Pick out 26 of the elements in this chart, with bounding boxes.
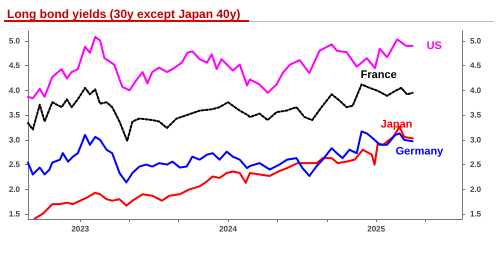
x-tick-label: 2023 bbox=[71, 224, 90, 234]
y2-tick-label: 2.5 bbox=[470, 160, 482, 170]
series-label: France bbox=[360, 68, 397, 81]
y2-tick-label: 2.0 bbox=[470, 184, 482, 194]
y2-tick-label: 3.5 bbox=[470, 110, 482, 120]
y-tick-label: 1.5 bbox=[8, 210, 21, 219]
series-label: US bbox=[426, 40, 442, 52]
y2-tick-label: 1.5 bbox=[470, 210, 482, 219]
y-tick-label: 4.5 bbox=[8, 61, 21, 70]
line-series bbox=[27, 83, 414, 142]
y2-tick-label: 5.0 bbox=[470, 36, 482, 46]
x-tick-label: 2024 bbox=[219, 224, 238, 234]
y-tick-label: 4.0 bbox=[8, 86, 21, 95]
line-series bbox=[27, 36, 414, 100]
chart-title: Long bond yields (30y except Japan 40y) bbox=[7, 7, 240, 21]
y2-tick-label: 4.0 bbox=[470, 86, 482, 95]
x-tick-label: 2025 bbox=[367, 224, 386, 234]
y-tick-label: 3.5 bbox=[8, 110, 21, 120]
series-label: Germany bbox=[396, 145, 444, 158]
y2-tick-label: 3.0 bbox=[470, 135, 482, 144]
y2-tick-label: 4.5 bbox=[470, 61, 482, 70]
y-tick-label: 2.0 bbox=[8, 184, 21, 194]
y-tick-label: 5.0 bbox=[8, 36, 21, 46]
series-label: Japan bbox=[380, 118, 413, 130]
y-tick-label: 2.5 bbox=[8, 160, 21, 170]
y-tick-label: 3.0 bbox=[8, 135, 21, 144]
